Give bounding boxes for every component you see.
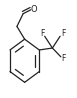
Text: F: F	[40, 29, 44, 38]
Text: F: F	[61, 29, 65, 38]
Text: F: F	[62, 54, 66, 63]
Text: O: O	[31, 5, 38, 14]
